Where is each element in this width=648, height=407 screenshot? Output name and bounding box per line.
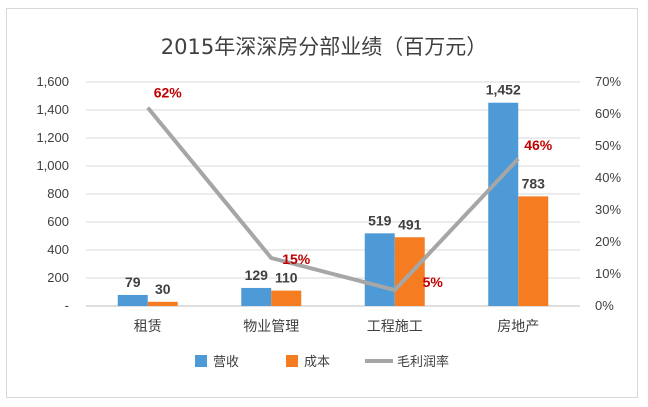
bar-cost xyxy=(271,290,302,306)
bar-value-label: 129 xyxy=(245,267,269,283)
bar-value-label: 1,452 xyxy=(486,82,521,98)
legend-label: 营收 xyxy=(213,355,239,370)
bar-value-label: 491 xyxy=(398,216,422,232)
right-axis: 0% 10% 20% 30% 40% 50% 60% 70% xyxy=(595,74,621,313)
category-label: 房地产 xyxy=(497,319,539,335)
margin-label: 15% xyxy=(282,251,311,267)
left-axis: - 200 400 600 800 1,000 1,200 1,400 1,600 xyxy=(36,74,69,313)
legend: 营收 成本 毛利润率 xyxy=(195,354,449,370)
legend-label: 成本 xyxy=(304,355,330,370)
bar-revenue xyxy=(364,233,395,306)
left-tick-label: 1,200 xyxy=(36,130,69,145)
bar-cost xyxy=(147,301,178,306)
margin-line-path xyxy=(146,106,520,292)
category-label: 物业管理 xyxy=(243,319,299,335)
bar-revenue xyxy=(241,287,272,306)
margin-label: 5% xyxy=(423,274,444,290)
legend-swatch xyxy=(195,355,207,367)
category-label: 工程施工 xyxy=(367,319,423,335)
right-tick-label: 30% xyxy=(595,202,621,217)
left-tick-label: 1,400 xyxy=(36,102,69,117)
right-tick-label: 20% xyxy=(595,234,621,249)
bar-revenue xyxy=(488,102,519,306)
right-tick-label: 10% xyxy=(595,266,621,281)
left-tick-label: 400 xyxy=(47,242,69,257)
left-tick-label: 1,000 xyxy=(36,158,69,173)
legend-label: 毛利润率 xyxy=(397,354,449,370)
margin-line xyxy=(146,106,520,292)
margin-label: 46% xyxy=(524,137,553,153)
bar-value-label: 79 xyxy=(125,274,141,290)
left-tick-label: 800 xyxy=(47,186,69,201)
left-tick-label: - xyxy=(65,298,69,313)
bar-value-label: 519 xyxy=(368,212,392,228)
left-tick-label: 1,600 xyxy=(36,74,69,89)
margin-label: 62% xyxy=(154,85,183,101)
bar-revenue xyxy=(117,294,148,306)
bar-value-label: 30 xyxy=(155,281,171,297)
right-tick-label: 40% xyxy=(595,170,621,185)
right-tick-label: 70% xyxy=(595,74,621,89)
right-tick-label: 50% xyxy=(595,138,621,153)
chart-title: 2015年深深房分部业绩（百万元） xyxy=(161,35,487,59)
bar-cost xyxy=(518,196,549,306)
right-tick-label: 0% xyxy=(595,298,614,313)
left-tick-label: 200 xyxy=(47,270,69,285)
right-tick-label: 60% xyxy=(595,106,621,121)
legend-swatch xyxy=(286,355,298,367)
category-axis: 租赁 物业管理 工程施工 房地产 xyxy=(134,319,540,335)
bars xyxy=(117,102,549,306)
left-tick-label: 600 xyxy=(47,214,69,229)
bar-value-label: 110 xyxy=(275,270,298,286)
data-labels: 79 129 519 1,452 30 110 491 783 62% 15% 5% 46% xyxy=(125,82,553,297)
category-label: 租赁 xyxy=(134,319,162,335)
bar-value-label: 783 xyxy=(522,175,546,191)
